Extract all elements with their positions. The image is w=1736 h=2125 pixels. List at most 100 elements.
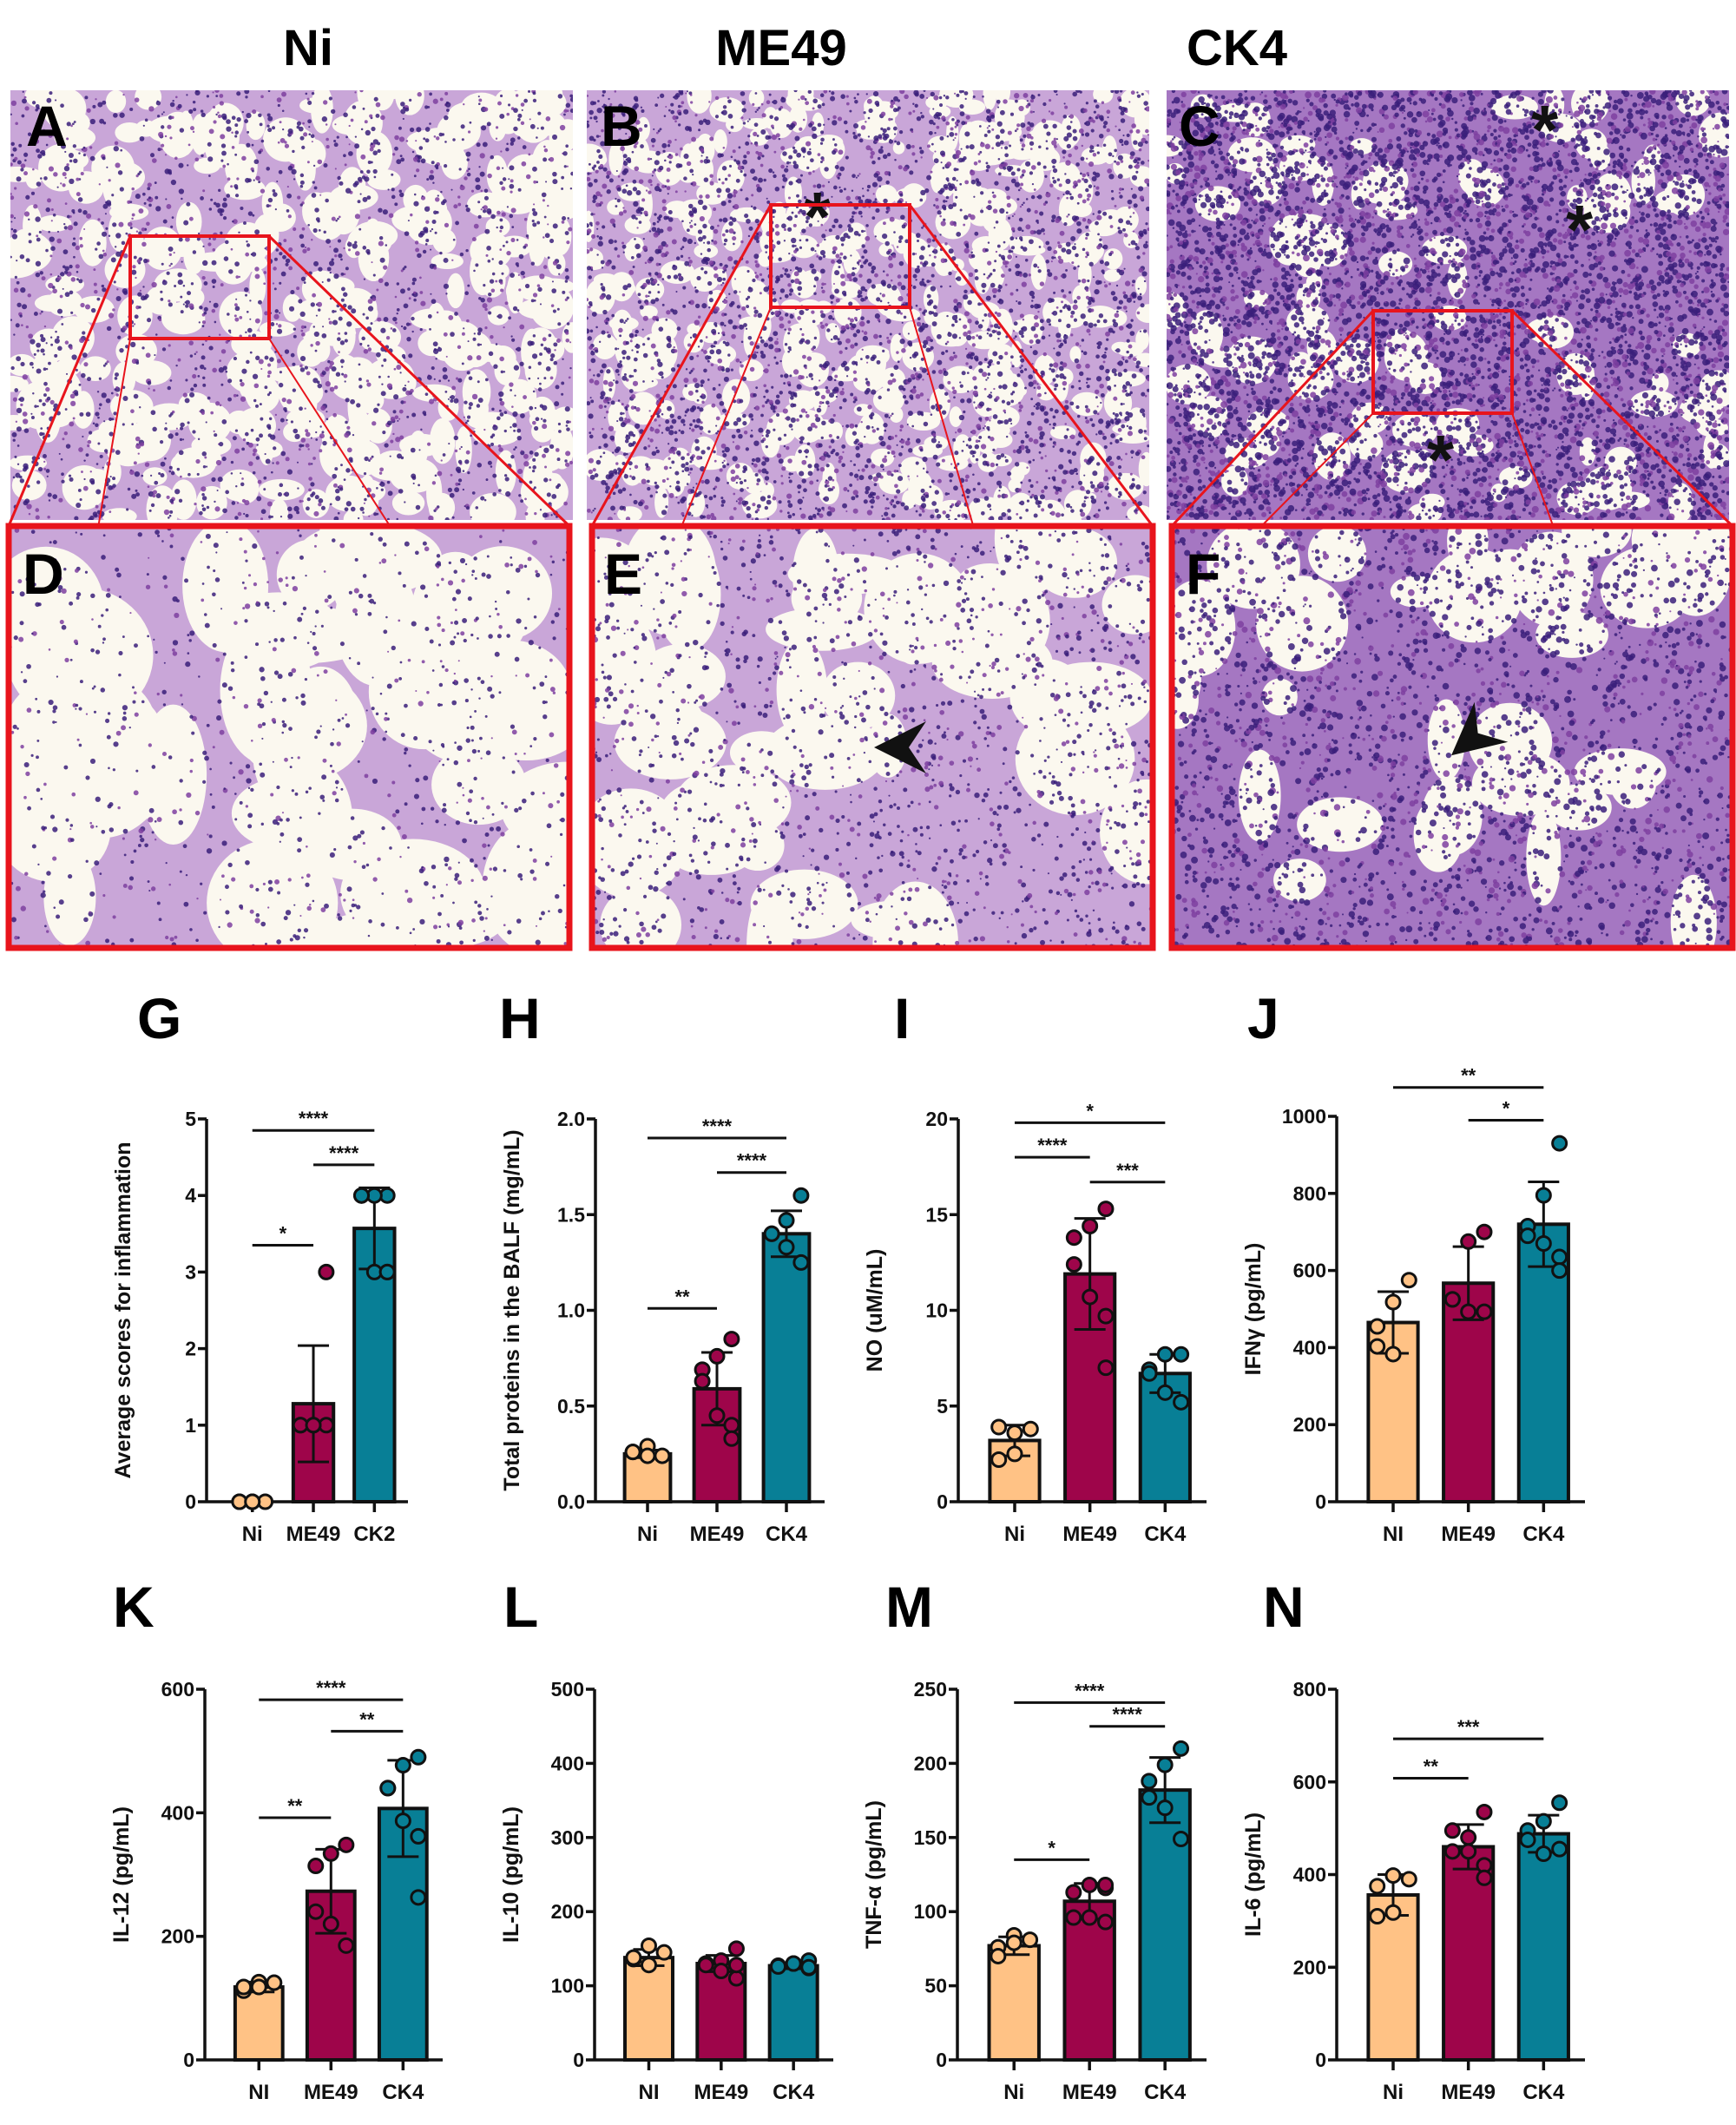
data-point <box>792 1187 810 1204</box>
inflammation-asterisk-icon: * <box>1531 91 1559 168</box>
panel-letter-m: M <box>885 1575 933 1639</box>
y-tick-label: 50 <box>924 1975 947 1997</box>
micrograph-a-ni-low <box>10 90 573 520</box>
data-point <box>624 1444 641 1461</box>
data-point <box>770 1957 787 1975</box>
panel-letter-h: H <box>499 986 541 1050</box>
data-point <box>639 1447 656 1464</box>
y-axis-label: IFNγ (pg/mL) <box>1241 1243 1266 1376</box>
significance-label: *** <box>1457 1716 1480 1738</box>
y-axis-label: IL-12 (pg/mL) <box>109 1806 134 1943</box>
data-point <box>1519 1227 1536 1245</box>
y-tick-label: 800 <box>1293 1678 1326 1701</box>
bar <box>987 1944 1041 2062</box>
x-category-label: ME49 <box>694 2081 748 2104</box>
bar <box>1516 1832 1570 2062</box>
data-point <box>1384 1293 1402 1311</box>
data-point <box>250 1978 267 1996</box>
data-point <box>1535 1235 1552 1253</box>
panel-letter-a: A <box>26 94 68 158</box>
y-axis-label: IL-6 (pg/mL) <box>1241 1812 1266 1937</box>
data-point <box>338 1836 355 1853</box>
significance-label: ** <box>1424 1755 1439 1777</box>
significance-label: * <box>1048 1837 1055 1859</box>
y-tick-label: 200 <box>1293 1413 1326 1436</box>
data-point <box>1443 1843 1461 1860</box>
data-point <box>305 1417 322 1434</box>
data-point <box>1460 1233 1477 1250</box>
data-point <box>763 1225 780 1242</box>
y-tick-label: 600 <box>161 1678 194 1701</box>
y-tick-label: 5 <box>937 1395 948 1418</box>
data-point <box>723 1331 740 1348</box>
data-point <box>379 1780 397 1797</box>
y-tick-label: 0 <box>937 1490 948 1513</box>
x-category-label: ME49 <box>1441 2081 1496 2104</box>
data-point <box>1519 1831 1536 1848</box>
y-tick-label: 150 <box>914 1826 947 1849</box>
panel-letter-i: I <box>894 986 911 1050</box>
x-category-label: Ni <box>1004 1523 1025 1546</box>
data-point <box>655 1944 673 1961</box>
data-point <box>694 1372 711 1390</box>
data-point <box>1081 1876 1098 1893</box>
panel-letter-k: K <box>113 1575 155 1639</box>
significance-label: **** <box>1113 1704 1143 1726</box>
y-tick-label: 200 <box>161 1925 194 1948</box>
data-point <box>1460 1843 1477 1860</box>
x-category-label: CK4 <box>1144 1523 1187 1546</box>
panel-letter-e: E <box>604 542 643 606</box>
data-point <box>1476 1223 1493 1240</box>
data-point <box>641 1937 657 1954</box>
y-tick-label: 4 <box>185 1184 196 1207</box>
data-point <box>785 1955 802 1972</box>
data-point <box>1065 1884 1082 1901</box>
y-tick-label: 1000 <box>1282 1105 1326 1128</box>
bar <box>767 1964 819 2062</box>
data-point <box>1097 1913 1115 1931</box>
chart-j-ifng: 0 200 400 600 800 1000 IFNγ (pg/mL) NI ME49 CK4 **… <box>1207 1038 1602 1567</box>
y-tick-label: 200 <box>551 1900 584 1923</box>
y-tick-label: 1.0 <box>557 1299 585 1322</box>
significance-label: ** <box>674 1286 690 1307</box>
data-point <box>1476 1869 1493 1886</box>
x-category-label: ME49 <box>1441 1523 1496 1546</box>
panel-letter-l: L <box>503 1575 539 1639</box>
y-tick-label: 800 <box>1293 1182 1326 1205</box>
data-point <box>322 1915 339 1932</box>
significance-label: **** <box>1075 1680 1105 1701</box>
data-point <box>727 1970 745 1987</box>
data-point <box>1156 1799 1174 1817</box>
data-point <box>654 1447 671 1464</box>
data-point <box>394 1812 411 1830</box>
data-point <box>378 1263 396 1280</box>
data-point <box>244 1493 261 1510</box>
y-tick-label: 2.0 <box>557 1108 585 1130</box>
data-point <box>1097 1201 1115 1218</box>
column-title-me49: ME49 <box>715 20 847 76</box>
panel-letter-b: B <box>601 94 642 158</box>
data-point <box>1369 1878 1386 1895</box>
data-point <box>1551 1840 1568 1858</box>
panel-letter-n: N <box>1263 1575 1305 1639</box>
data-point <box>1141 1773 1158 1790</box>
x-category-label: CK4 <box>1522 2081 1565 2104</box>
significance-label: ** <box>359 1708 375 1730</box>
x-category-label: ME49 <box>690 1523 745 1546</box>
y-tick-label: 1.5 <box>557 1203 585 1226</box>
micrograph-e-me49-high <box>592 526 1153 948</box>
y-tick-label: 0.5 <box>557 1395 585 1418</box>
y-tick-label: 500 <box>551 1678 584 1701</box>
data-point <box>727 1940 745 1957</box>
x-category-label: ME49 <box>1062 2081 1117 2104</box>
data-point <box>1141 1789 1158 1806</box>
inflammation-asterisk-icon: * <box>1427 421 1455 498</box>
y-axis-label: Total proteins in the BALF (mg/mL) <box>500 1129 524 1490</box>
column-title-ck4: CK4 <box>1186 20 1288 76</box>
significance-label: * <box>279 1223 287 1245</box>
data-point <box>1173 1740 1190 1757</box>
data-point <box>1551 1262 1568 1280</box>
bar <box>1138 1788 1192 2062</box>
y-tick-label: 100 <box>914 1900 947 1923</box>
y-tick-label: 200 <box>914 1752 947 1774</box>
